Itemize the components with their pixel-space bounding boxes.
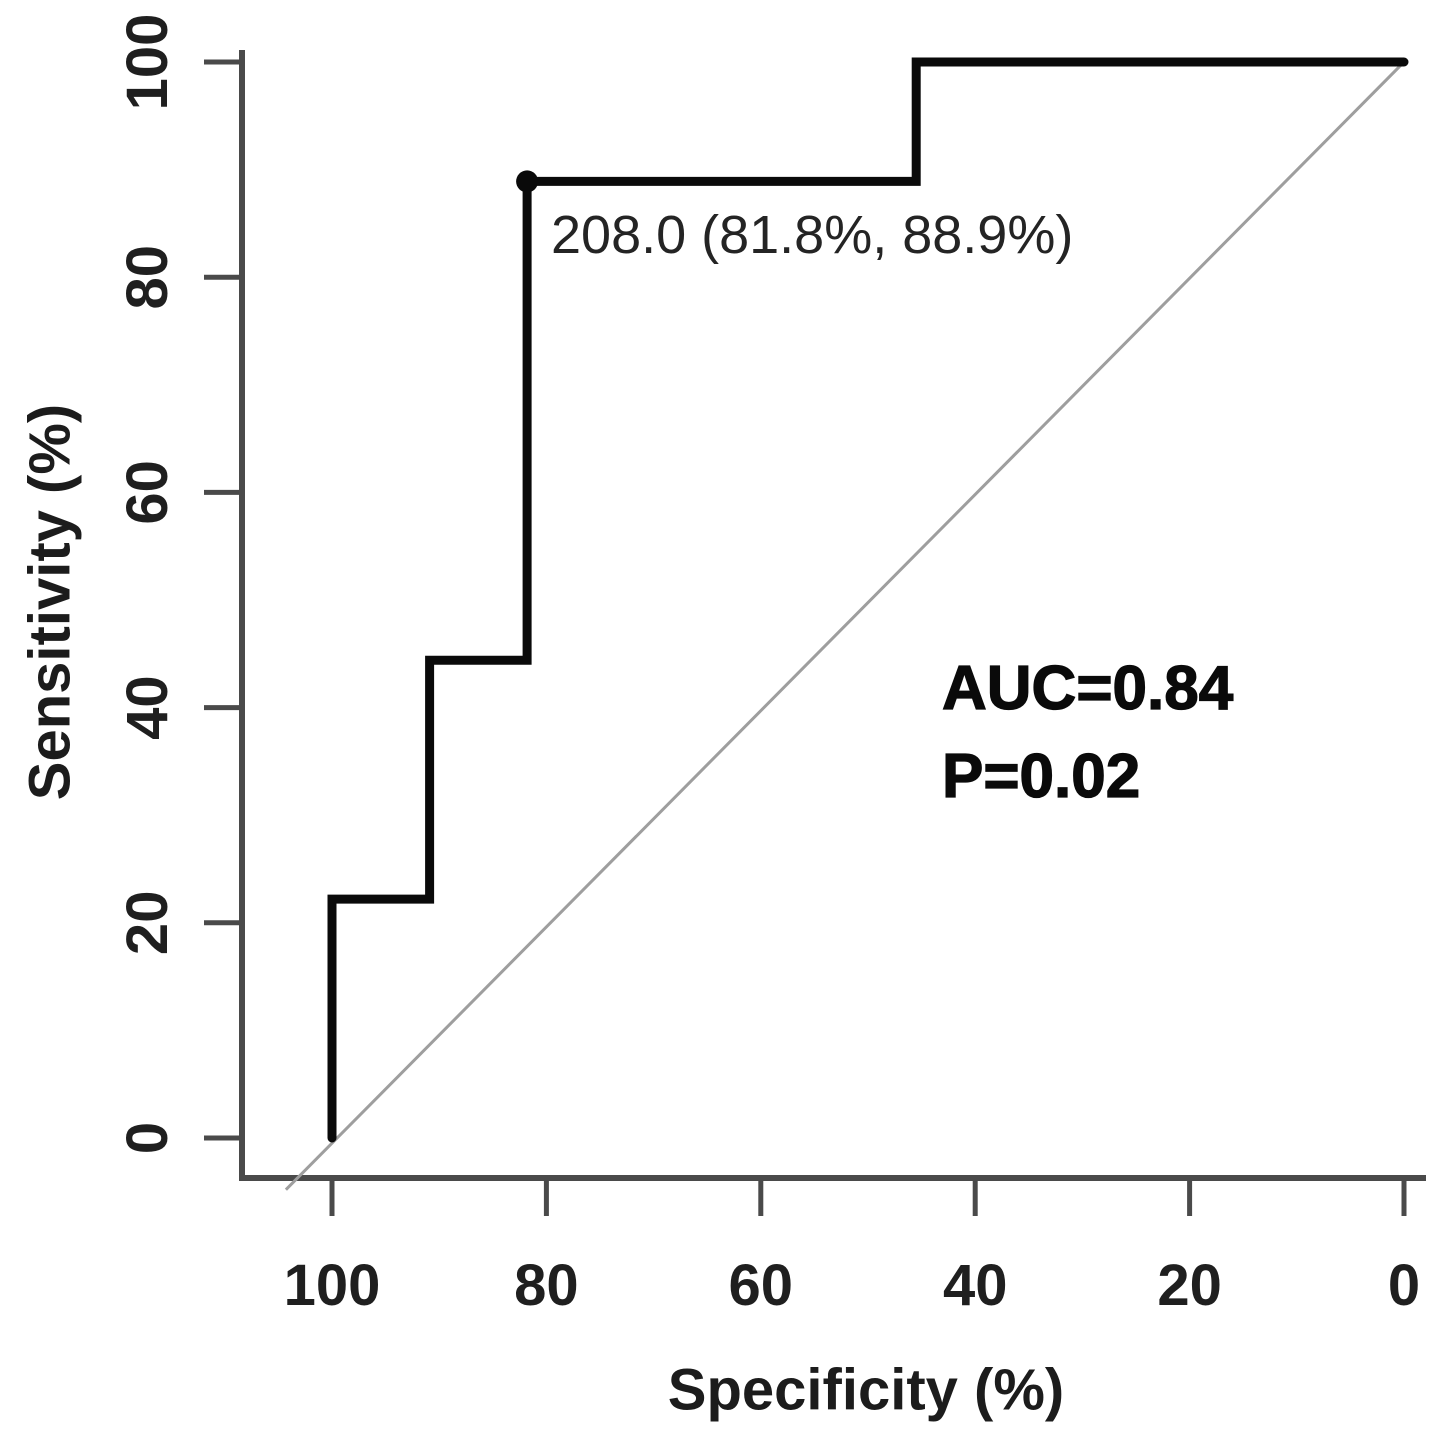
- y-axis-title: Sensitivity (%): [17, 403, 83, 801]
- y-tick-label: 80: [115, 245, 180, 310]
- x-tick-label: 80: [514, 1253, 579, 1318]
- y-tick-label: 60: [115, 460, 180, 525]
- auc-value: AUC=0.84: [941, 653, 1234, 723]
- y-tick-label: 20: [115, 891, 180, 956]
- y-tick-label: 0: [115, 1122, 180, 1154]
- x-tick-label: 100: [284, 1253, 381, 1318]
- y-tick-label: 100: [115, 14, 180, 111]
- x-tick-label: 0: [1388, 1253, 1420, 1318]
- x-tick-label: 40: [943, 1253, 1008, 1318]
- x-axis-title: Specificity (%): [667, 1357, 1065, 1423]
- x-tick-label: 20: [1157, 1253, 1222, 1318]
- y-tick-label: 40: [115, 675, 180, 740]
- p-value: P=0.02: [941, 741, 1141, 811]
- stats-annotation: AUC=0.84 P=0.02: [941, 645, 1234, 821]
- reference-diagonal-line: [284, 58, 1408, 1191]
- optimal-point-marker: [516, 170, 539, 193]
- optimal-cutoff-annotation: 208.0 (81.8%, 88.9%): [551, 205, 1074, 265]
- x-tick-label: 60: [729, 1253, 794, 1318]
- roc-curve-path: [327, 57, 1409, 1143]
